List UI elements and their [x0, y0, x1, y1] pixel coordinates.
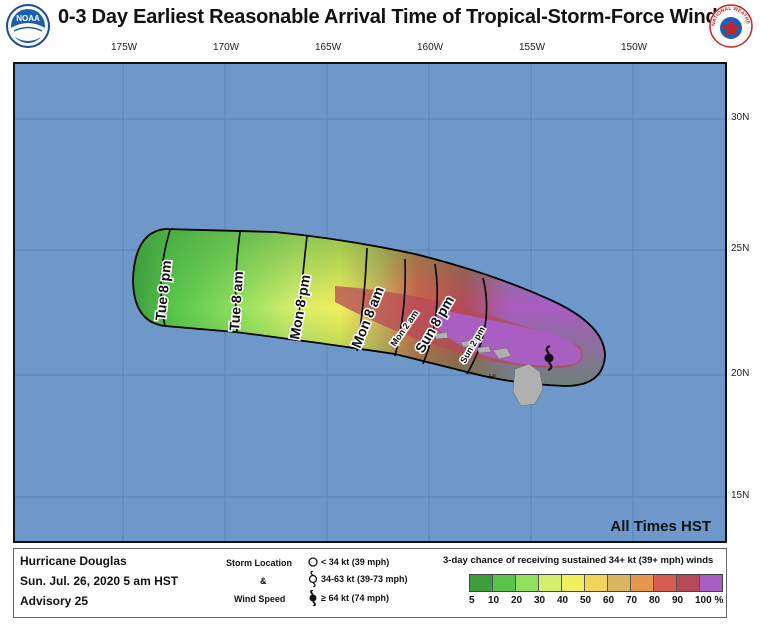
hurricane-icon [544, 344, 554, 372]
arrival-time-contours [160, 229, 488, 375]
scale-label-10: 10 [488, 595, 500, 606]
lon-label-165w: 165W [315, 42, 342, 53]
lon-label-150w: 150W [621, 42, 648, 53]
scale-swatch-0 [470, 575, 493, 591]
scale-swatch-5 [585, 575, 608, 591]
scale-swatch-2 [516, 575, 539, 591]
scale-swatch-6 [608, 575, 631, 591]
scale-label-60: 60 [603, 595, 615, 606]
scale-label-50: 50 [580, 595, 592, 606]
symbol-text-tropical-storm: 34-63 kt (39-73 mph) [321, 574, 408, 584]
ampersand-label: & [260, 576, 267, 586]
probability-scale-title: 3-day chance of receiving sustained 34+ … [443, 555, 714, 566]
scale-swatch-3 [539, 575, 562, 591]
scale-label-30: 30 [534, 595, 546, 606]
scale-swatch-4 [562, 575, 585, 591]
hawaiian-islands [434, 331, 544, 407]
lon-label-160w: 160W [417, 42, 444, 53]
all-times-note: All Times HST [610, 518, 711, 535]
lon-label-170w: 170W [213, 42, 240, 53]
lat-label-20n: 20N [731, 368, 750, 379]
scale-label-70: 70 [626, 595, 638, 606]
lat-label-30n: 30N [731, 112, 750, 123]
noaa-logo: NOAA [6, 4, 50, 48]
scale-swatch-8 [654, 575, 677, 591]
probability-map: HI Tue 8 pm Tue 8 am Mon 8 pm Mon 8 am M… [15, 64, 725, 541]
scale-swatch-7 [631, 575, 654, 591]
lat-label-15n: 15N [731, 490, 750, 501]
tropical-storm-icon [308, 571, 318, 587]
scale-swatch-10 [700, 575, 722, 591]
legend-panel: Hurricane Douglas Sun. Jul. 26, 2020 5 a… [13, 548, 727, 618]
advisory-date: Sun. Jul. 26, 2020 5 am HST [20, 574, 179, 588]
symbol-text-low: < 34 kt (39 mph) [321, 557, 390, 567]
scale-label-80: 80 [649, 595, 661, 606]
lon-label-175w: 175W [111, 42, 138, 53]
symbol-text-hurricane: ≥ 64 kt (74 mph) [321, 593, 389, 603]
noaa-logo-text: NOAA [16, 14, 40, 23]
nws-logo: NATIONAL WEATHER SERVICE [709, 4, 753, 48]
page-title: 0-3 Day Earliest Reasonable Arrival Time… [58, 6, 729, 28]
arrival-label-tue-8am: Tue 8 am [226, 271, 246, 332]
hurricane-legend-icon [309, 590, 317, 606]
map-panel: HI Tue 8 pm Tue 8 am Mon 8 pm Mon 8 am M… [13, 62, 727, 543]
wind-speed-label: Wind Speed [234, 594, 286, 604]
scale-label-40: 40 [557, 595, 569, 606]
lon-label-155w: 155W [519, 42, 546, 53]
scale-label-20: 20 [511, 595, 523, 606]
scale-label-90: 90 [672, 595, 684, 606]
scale-swatch-1 [493, 575, 516, 591]
probability-color-bar [469, 574, 723, 592]
low-circle-icon [308, 557, 318, 567]
scale-swatch-9 [677, 575, 700, 591]
storm-name: Hurricane Douglas [20, 554, 127, 568]
lat-label-25n: 25N [731, 243, 750, 254]
hi-region-label: HI [489, 374, 496, 381]
advisory-number: Advisory 25 [20, 594, 89, 608]
scale-label-5: 5 [469, 595, 475, 606]
scale-label-100: 100 % [695, 595, 724, 606]
storm-location-label: Storm Location [226, 558, 293, 568]
